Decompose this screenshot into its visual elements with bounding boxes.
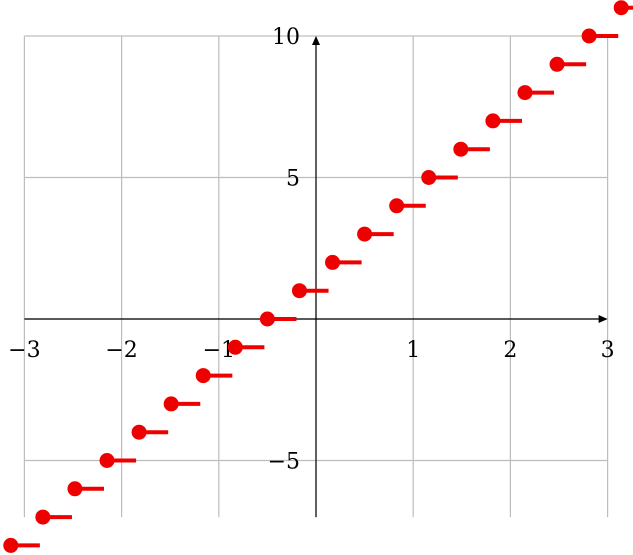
x-tick-label: 2 <box>503 338 517 363</box>
axes <box>24 36 608 518</box>
x-tick-label: −2 <box>105 338 137 363</box>
data-point <box>67 481 83 497</box>
data-point <box>291 283 307 299</box>
y-axis-arrow <box>312 36 320 45</box>
data-point <box>485 113 501 129</box>
data-point <box>453 141 469 157</box>
data-point <box>3 537 19 553</box>
data-point <box>325 254 341 270</box>
data-point <box>131 424 147 440</box>
data-point <box>35 509 51 525</box>
y-tick-label: 5 <box>286 167 300 192</box>
data-point <box>259 311 275 327</box>
data-point <box>99 453 115 468</box>
data-point <box>227 339 243 355</box>
data-point <box>421 170 437 185</box>
data-point <box>549 56 565 72</box>
data-point <box>613 0 629 16</box>
data-point <box>389 198 405 214</box>
data-point <box>517 85 533 101</box>
data-point <box>163 396 179 412</box>
y-tick-label: −5 <box>268 450 300 475</box>
x-tick-label: 1 <box>406 338 420 363</box>
data-point <box>581 28 597 44</box>
data-point <box>357 226 373 242</box>
data-points <box>3 0 633 553</box>
x-tick-label: −3 <box>8 338 40 363</box>
data-point <box>195 368 211 384</box>
y-tick-label: 10 <box>272 25 300 50</box>
x-axis-arrow <box>598 315 608 323</box>
x-tick-label: 3 <box>601 338 615 363</box>
